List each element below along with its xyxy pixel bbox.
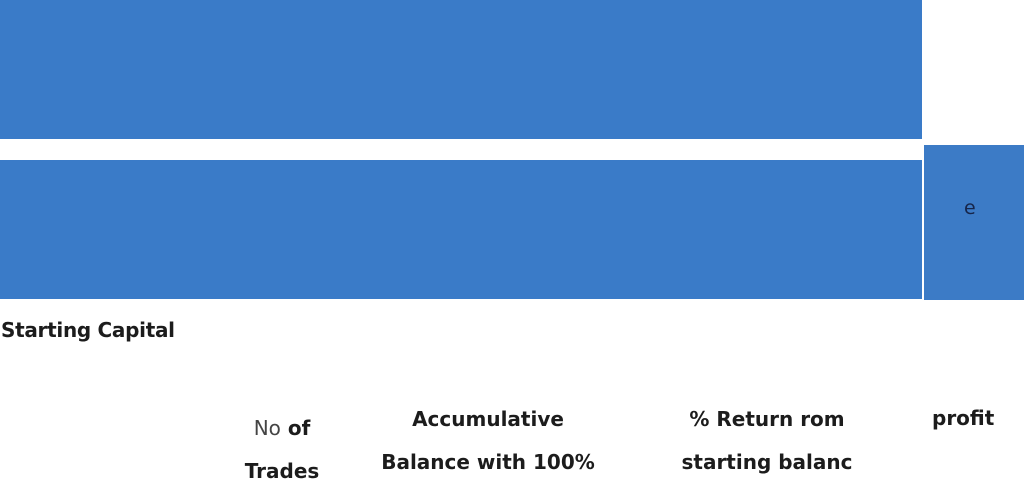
column-header-return: % Return rom starting balanc bbox=[676, 398, 858, 479]
edge-header-cell: e bbox=[924, 145, 1024, 300]
column-header-profit: profit bbox=[932, 397, 1002, 440]
trades-line1: of bbox=[287, 416, 311, 440]
accumulative-line1: Accumulative bbox=[412, 407, 564, 431]
column-header-trades: No of Trades bbox=[242, 407, 322, 479]
profit-line1: profit bbox=[932, 406, 995, 430]
trades-line2: Trades bbox=[244, 459, 320, 479]
return-line2: starting balanc bbox=[681, 450, 853, 474]
header-band-bottom bbox=[0, 160, 922, 299]
column-header-accumulative: Accumulative Balance with 100% bbox=[372, 398, 604, 479]
trades-prefix: No bbox=[253, 416, 281, 440]
return-line1: % Return rom bbox=[689, 407, 845, 431]
edge-header-text: e bbox=[964, 197, 976, 219]
starting-capital-label: Starting Capital bbox=[1, 318, 175, 342]
header-band-top bbox=[0, 0, 922, 139]
accumulative-line2: Balance with 100% bbox=[381, 450, 595, 474]
